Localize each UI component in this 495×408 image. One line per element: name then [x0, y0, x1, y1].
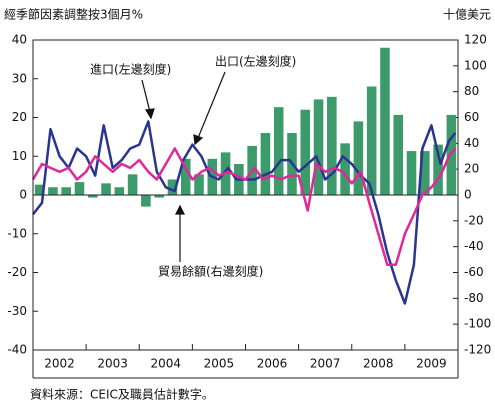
x-tick-label: 2006 [257, 357, 288, 371]
x-tick-label: 2002 [44, 357, 75, 371]
y2-tick-label: 20 [464, 162, 479, 176]
y-tick-label: 30 [12, 71, 27, 85]
bar [61, 187, 71, 195]
bar [127, 174, 138, 195]
bar [87, 195, 98, 198]
bar [180, 158, 191, 195]
line [31, 147, 457, 267]
y-tick-label: 10 [12, 149, 27, 163]
y2-tick-label: 0 [464, 188, 472, 202]
bar [114, 187, 125, 195]
bar [260, 133, 271, 195]
y2-tick-label: 100 [464, 58, 487, 72]
y-tick-label: -10 [7, 226, 27, 240]
x-tick-label: 2008 [363, 357, 394, 371]
y-tick-label: -40 [7, 343, 27, 357]
source-note: 資料來源：CEIC及職員估計數字。 [30, 387, 214, 402]
bar [366, 86, 377, 195]
x-tick-label: 2009 [416, 357, 447, 371]
annotation: 進口(左邊刻度) [90, 62, 171, 77]
bar [34, 184, 45, 195]
bar [74, 182, 85, 195]
y2-tick-label: 60 [464, 110, 479, 124]
bar [154, 195, 164, 198]
y-tick-label: 0 [19, 188, 27, 202]
y2-tick-label: -120 [464, 343, 491, 357]
x-tick-label: 2004 [151, 357, 182, 371]
bar [353, 121, 364, 195]
y-tick-label: 20 [12, 110, 27, 124]
y2-tick-label: -40 [464, 239, 484, 253]
x-tick-label: 2007 [310, 357, 341, 371]
y2-tick-label: 40 [464, 136, 479, 150]
bar [313, 99, 324, 195]
y-tick-label: -20 [7, 265, 27, 279]
bar [433, 144, 443, 195]
annotation-arrows [141, 71, 226, 262]
y2-axis-label: 十億美元 [443, 8, 491, 22]
bar [167, 179, 178, 195]
bar [406, 151, 417, 195]
bar [141, 195, 151, 207]
y-axis-label: 經季節因素調整按3個月% [4, 7, 143, 22]
bar [194, 174, 204, 195]
y-tick-label: 40 [12, 33, 27, 47]
bar [101, 183, 111, 195]
y2-tick-label: -60 [464, 265, 484, 279]
bar [340, 143, 350, 195]
bar [393, 114, 404, 195]
x-tick-label: 2005 [204, 357, 235, 371]
bar [273, 107, 284, 195]
bar [327, 96, 337, 195]
bar [420, 151, 430, 195]
annotation: 貿易餘額(右邊刻度) [158, 264, 263, 279]
x-tick-label: 2003 [97, 357, 128, 371]
y2-tick-label: -80 [464, 291, 484, 305]
y-tick-label: -30 [7, 304, 27, 318]
bar [380, 47, 390, 195]
y2-tick-label: 120 [464, 33, 487, 47]
y2-tick-label: 80 [464, 84, 479, 98]
y2-tick-label: -20 [464, 213, 484, 227]
bar [300, 109, 311, 195]
annotation: 出口(左邊刻度) [215, 54, 296, 69]
bar [48, 187, 58, 195]
plot-frame [32, 39, 459, 351]
y2-tick-label: -100 [464, 317, 491, 331]
